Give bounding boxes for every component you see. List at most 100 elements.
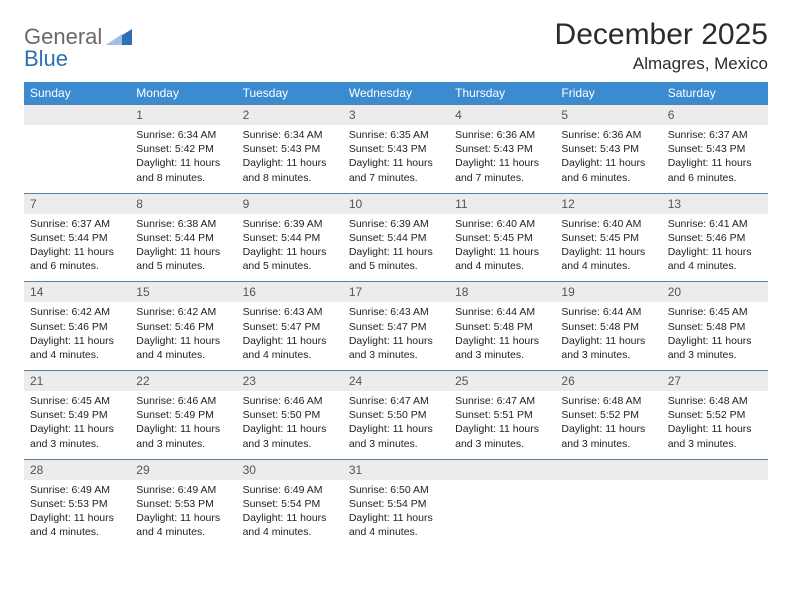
daylight-label: Daylight: <box>349 512 393 524</box>
day-number-cell: 23 <box>237 371 343 392</box>
sunset-value: 5:45 PM <box>494 232 533 244</box>
title-block: December 2025 Almagres, Mexico <box>555 18 768 74</box>
sunrise-label: Sunrise: <box>561 306 602 318</box>
day-info-cell: Sunrise: 6:46 AMSunset: 5:50 PMDaylight:… <box>237 391 343 459</box>
day-number-cell <box>449 459 555 480</box>
daylight-label: Daylight: <box>668 335 712 347</box>
weekday-wednesday: Wednesday <box>343 82 449 105</box>
sunset-value: 5:53 PM <box>175 498 214 510</box>
daylight-label: Daylight: <box>349 157 393 169</box>
daylight-label: Daylight: <box>349 423 393 435</box>
sunset-label: Sunset: <box>243 409 282 421</box>
sunset-label: Sunset: <box>243 232 282 244</box>
day-number-cell: 29 <box>130 459 236 480</box>
sunset-label: Sunset: <box>243 498 282 510</box>
sunset-value: 5:44 PM <box>387 232 426 244</box>
day-number-cell: 8 <box>130 193 236 214</box>
sunrise-value: 6:40 AM <box>497 218 536 230</box>
daylight-label: Daylight: <box>349 335 393 347</box>
sunset-label: Sunset: <box>136 321 175 333</box>
day-info-cell: Sunrise: 6:40 AMSunset: 5:45 PMDaylight:… <box>449 214 555 282</box>
daylight-label: Daylight: <box>243 512 287 524</box>
sunrise-value: 6:48 AM <box>603 395 642 407</box>
sunset-value: 5:43 PM <box>494 143 533 155</box>
sunrise-value: 6:36 AM <box>603 129 642 141</box>
sunset-label: Sunset: <box>668 321 707 333</box>
sunrise-label: Sunrise: <box>136 306 177 318</box>
day-number-cell: 30 <box>237 459 343 480</box>
day-info-cell: Sunrise: 6:47 AMSunset: 5:51 PMDaylight:… <box>449 391 555 459</box>
sunset-value: 5:53 PM <box>69 498 108 510</box>
daylight-label: Daylight: <box>349 246 393 258</box>
sunset-value: 5:52 PM <box>706 409 745 421</box>
sunrise-label: Sunrise: <box>349 129 390 141</box>
day-info-cell: Sunrise: 6:34 AMSunset: 5:42 PMDaylight:… <box>130 125 236 193</box>
sunset-value: 5:49 PM <box>175 409 214 421</box>
sunset-value: 5:44 PM <box>281 232 320 244</box>
sunrise-label: Sunrise: <box>136 129 177 141</box>
daylight-label: Daylight: <box>455 157 499 169</box>
sunset-label: Sunset: <box>243 143 282 155</box>
day-number-cell: 11 <box>449 193 555 214</box>
daylight-label: Daylight: <box>136 335 180 347</box>
day-number-cell: 3 <box>343 105 449 126</box>
brand-triangle-icon <box>106 27 132 47</box>
sunrise-value: 6:49 AM <box>71 484 110 496</box>
sunrise-label: Sunrise: <box>455 306 496 318</box>
sunrise-label: Sunrise: <box>243 484 284 496</box>
sunset-value: 5:46 PM <box>175 321 214 333</box>
day-number-cell: 14 <box>24 282 130 303</box>
sunset-value: 5:43 PM <box>600 143 639 155</box>
sunrise-value: 6:42 AM <box>71 306 110 318</box>
week-info-row: Sunrise: 6:49 AM Sunset: 5:53 PM Daylight:… <box>24 480 768 548</box>
day-info-cell: Sunrise: 6:49 AMSunset: 5:53 PMDaylight:… <box>130 480 236 548</box>
day-info-cell: Sunrise: 6:49 AMSunset: 5:54 PMDaylight:… <box>237 480 343 548</box>
sunset-value: 5:50 PM <box>281 409 320 421</box>
day-number-cell: 28 <box>24 459 130 480</box>
day-number-cell: 1 <box>130 105 236 126</box>
sunset-value: 5:42 PM <box>175 143 214 155</box>
sunset-label: Sunset: <box>455 143 494 155</box>
sunset-label: Sunset: <box>136 409 175 421</box>
week-info-row: Sunrise: 6:42 AM Sunset: 5:46 PM Daylight:… <box>24 302 768 370</box>
day-number-cell: 4 <box>449 105 555 126</box>
sunrise-label: Sunrise: <box>455 129 496 141</box>
daylight-label: Daylight: <box>561 246 605 258</box>
sunrise-value: 6:38 AM <box>178 218 217 230</box>
sunset-value: 5:48 PM <box>494 321 533 333</box>
daylight-label: Daylight: <box>243 246 287 258</box>
week-number-row: 123456 <box>24 105 768 126</box>
header: General December 2025 Almagres, Mexico <box>24 18 768 74</box>
sunrise-value: 6:35 AM <box>390 129 429 141</box>
week-number-row: 28293031 <box>24 459 768 480</box>
daylight-label: Daylight: <box>243 335 287 347</box>
day-number-cell: 21 <box>24 371 130 392</box>
day-info-cell: Sunrise: 6:49 AMSunset: 5:53 PMDaylight:… <box>24 480 130 548</box>
sunset-label: Sunset: <box>349 232 388 244</box>
day-number-cell: 6 <box>662 105 768 126</box>
day-info-cell: Sunrise: 6:36 AMSunset: 5:43 PMDaylight:… <box>449 125 555 193</box>
sunrise-value: 6:44 AM <box>497 306 536 318</box>
sunrise-label: Sunrise: <box>349 395 390 407</box>
sunrise-value: 6:45 AM <box>709 306 748 318</box>
sunset-label: Sunset: <box>561 232 600 244</box>
sunset-value: 5:47 PM <box>281 321 320 333</box>
sunset-label: Sunset: <box>561 321 600 333</box>
sunrise-label: Sunrise: <box>30 395 71 407</box>
sunset-label: Sunset: <box>668 409 707 421</box>
daylight-label: Daylight: <box>30 335 74 347</box>
sunrise-label: Sunrise: <box>668 306 709 318</box>
day-info-cell <box>24 125 130 193</box>
day-number-cell: 7 <box>24 193 130 214</box>
sunset-label: Sunset: <box>136 498 175 510</box>
sunrise-label: Sunrise: <box>30 218 71 230</box>
sunset-label: Sunset: <box>349 409 388 421</box>
day-number-cell: 24 <box>343 371 449 392</box>
calendar-table: Sunday Monday Tuesday Wednesday Thursday… <box>24 82 768 547</box>
sunrise-value: 6:47 AM <box>497 395 536 407</box>
sunset-value: 5:45 PM <box>600 232 639 244</box>
week-number-row: 14151617181920 <box>24 282 768 303</box>
day-number-cell: 19 <box>555 282 661 303</box>
sunset-label: Sunset: <box>455 409 494 421</box>
sunrise-label: Sunrise: <box>455 218 496 230</box>
